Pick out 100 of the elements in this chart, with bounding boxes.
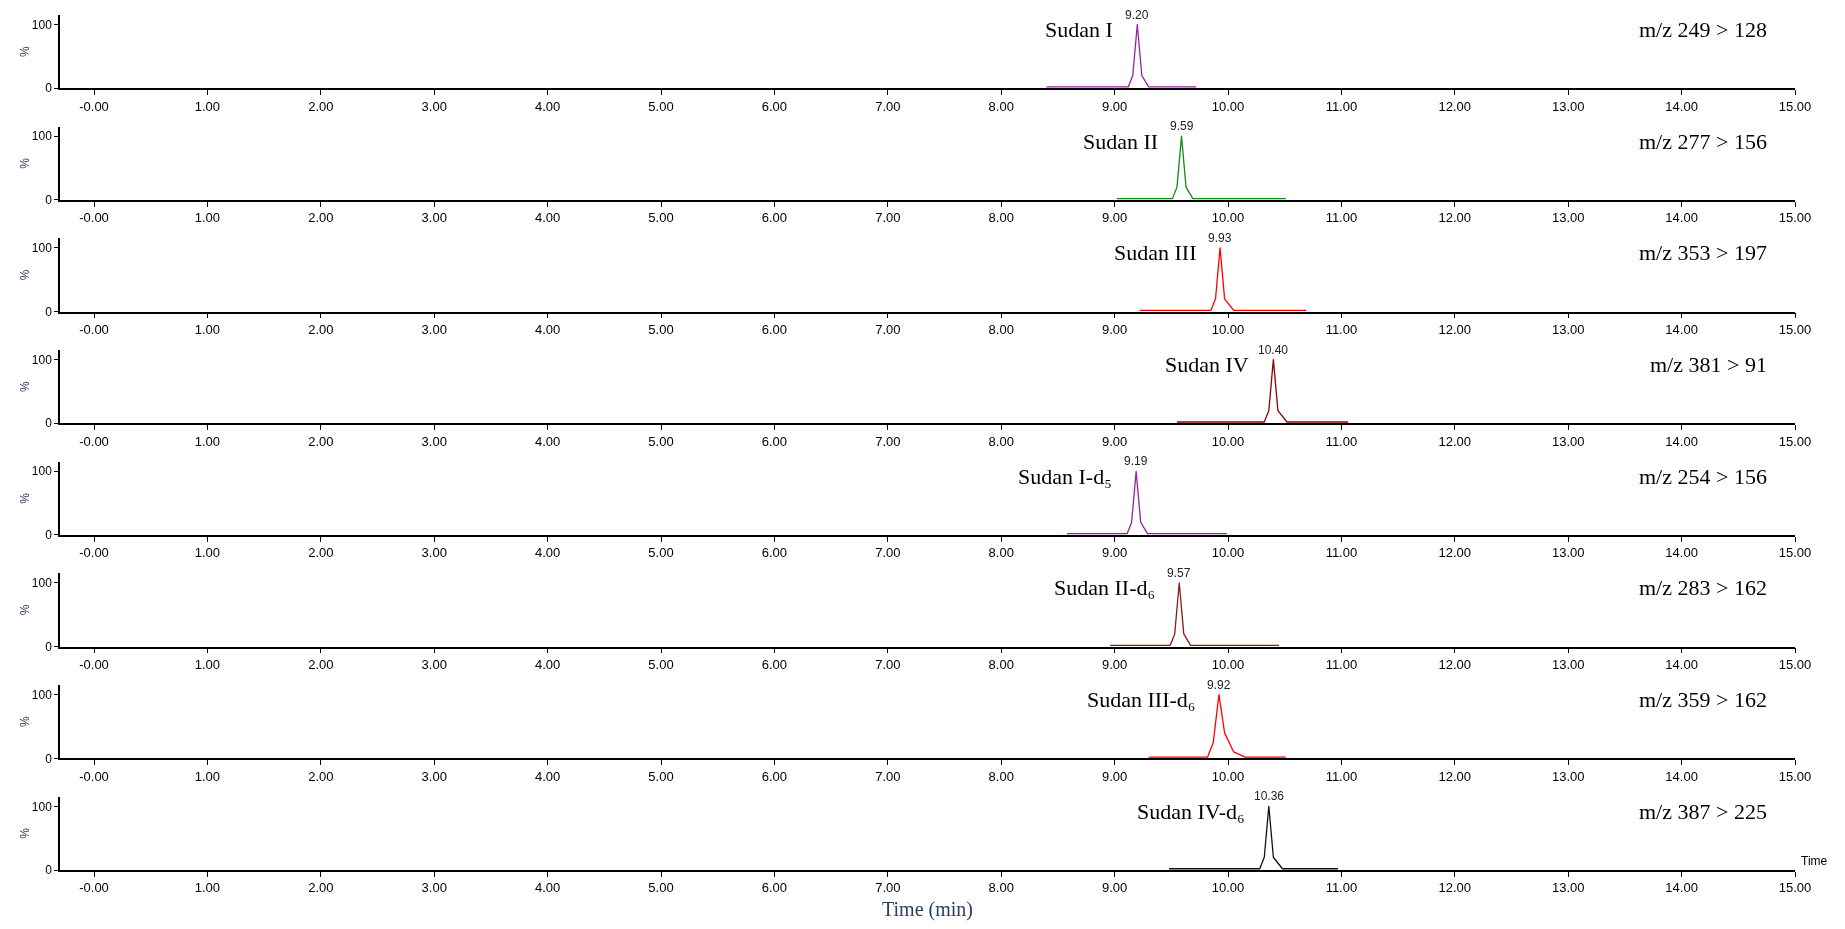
x-tick-label: 14.00	[1665, 210, 1698, 226]
x-tick-label: 7.00	[875, 98, 901, 114]
line-series	[1147, 694, 1287, 758]
x-tick-label: 2.00	[308, 433, 334, 449]
chart-subtitle: m/z 254 > 156	[1639, 464, 1767, 489]
y-tick-label: 0	[45, 193, 53, 208]
x-tick-label: 5.00	[648, 98, 674, 114]
x-tick-label: 3.00	[421, 656, 447, 672]
x-tick-label: -0.00	[79, 768, 109, 784]
x-tick-label: 3.00	[421, 768, 447, 784]
x-tick-label: 3.00	[421, 433, 447, 449]
x-tick-label: 1.00	[194, 880, 221, 896]
x-tick-label: 11.00	[1325, 321, 1358, 337]
x-tick-label: 15.00	[1778, 880, 1812, 896]
x-tick-label: -0.00	[79, 880, 109, 896]
y-axis-title: %	[17, 716, 32, 728]
x-tick-label: -0.00	[79, 545, 109, 561]
y-tick-label: 100	[31, 687, 53, 702]
x-tick-label: 14.00	[1665, 656, 1698, 672]
x-tick-label: 15.00	[1778, 433, 1812, 449]
chart-subtitle: m/z 277 > 156	[1639, 129, 1767, 154]
x-tick-label: 4.00	[534, 433, 561, 449]
x-tick-label: 12.00	[1438, 98, 1472, 114]
x-tick-label: 11.00	[1325, 98, 1358, 114]
y-axis-title: %	[17, 827, 32, 839]
x-tick-label: 14.00	[1665, 768, 1698, 784]
x-tick-label: 4.00	[534, 880, 561, 896]
x-tick-label: 13.00	[1551, 321, 1585, 337]
x-tick-label: 7.00	[875, 321, 901, 337]
chart-title: Sudan III-d₆	[1087, 687, 1196, 712]
y-tick-label: 100	[31, 352, 53, 367]
x-tick-label: 10.00	[1211, 880, 1245, 896]
x-tick-label: 1.00	[194, 98, 221, 114]
y-tick-label: 0	[45, 528, 53, 543]
x-tick-label: 13.00	[1551, 98, 1585, 114]
x-tick-label: 5.00	[648, 545, 674, 561]
x-tick-label: 6.00	[761, 656, 788, 672]
y-axis-title: %	[17, 492, 32, 504]
x-tick-label: 13.00	[1551, 545, 1585, 561]
chart-subtitle: m/z 249 > 128	[1639, 17, 1767, 42]
chart-title: Sudan IV-d₆	[1137, 799, 1245, 824]
chart-subtitle: m/z 387 > 225	[1639, 799, 1767, 824]
x-tick-label: 10.00	[1211, 210, 1245, 226]
x-tick-label: 14.00	[1665, 880, 1698, 896]
x-tick-label: 15.00	[1778, 321, 1812, 337]
x-tick-label: 6.00	[761, 545, 788, 561]
x-tick-label: 2.00	[308, 98, 334, 114]
x-tick-label: 15.00	[1778, 545, 1812, 561]
x-tick-label: 12.00	[1438, 321, 1472, 337]
x-tick-label: 9.00	[1101, 768, 1128, 784]
x-tick-label: 8.00	[988, 880, 1014, 896]
y-tick-label: 0	[45, 304, 53, 319]
y-tick-label: 0	[45, 751, 53, 766]
x-tick-label: 6.00	[761, 880, 788, 896]
x-tick-label: 7.00	[875, 880, 901, 896]
x-tick-label: 12.00	[1438, 210, 1472, 226]
x-tick-label: 13.00	[1551, 880, 1585, 896]
x-tick-label: 9.00	[1101, 545, 1128, 561]
x-tick-label: 14.00	[1665, 433, 1698, 449]
y-axis-title: %	[17, 269, 32, 281]
y-tick-label: 0	[45, 863, 53, 878]
x-tick-label: 5.00	[648, 321, 674, 337]
x-tick-label: 6.00	[761, 321, 788, 337]
x-tick-label: 4.00	[534, 98, 561, 114]
x-tick-label: 10.00	[1211, 98, 1245, 114]
x-tick-label: 12.00	[1438, 656, 1472, 672]
x-tick-label: 7.00	[875, 656, 901, 672]
x-tick-label: 12.00	[1438, 545, 1472, 561]
x-tick-label: -0.00	[79, 98, 109, 114]
x-tick-label: 12.00	[1438, 880, 1472, 896]
x-tick-label: -0.00	[79, 433, 109, 449]
x-tick-label: 11.00	[1325, 210, 1358, 226]
x-tick-label: 4.00	[534, 545, 561, 561]
x-tick-label: 15.00	[1778, 768, 1812, 784]
x-tick-label: 15.00	[1778, 98, 1812, 114]
x-tick-label: 8.00	[988, 656, 1014, 672]
x-tick-label: 1.00	[194, 210, 221, 226]
x-tick-label: 12.00	[1438, 768, 1472, 784]
y-tick-label: 0	[45, 639, 53, 654]
x-tick-label: 9.00	[1101, 880, 1128, 896]
x-axis-title: Time (min)	[882, 898, 973, 922]
x-tick-label: -0.00	[79, 210, 109, 226]
x-tick-label: 2.00	[308, 656, 334, 672]
x-tick-label: 1.00	[194, 433, 221, 449]
x-tick-label: 13.00	[1551, 656, 1585, 672]
annotation: 10.40	[1258, 343, 1289, 357]
chart-subtitle: m/z 381 > 91	[1650, 352, 1767, 377]
chart-title: Sudan I	[1045, 17, 1113, 42]
y-tick-label: 100	[31, 799, 53, 814]
x-tick-label: 14.00	[1665, 98, 1698, 114]
chart-subtitle: m/z 359 > 162	[1639, 687, 1767, 712]
x-tick-label: 11.00	[1325, 880, 1358, 896]
annotation: 10.36	[1254, 789, 1285, 803]
x-tick-label: 7.00	[875, 545, 901, 561]
y-axis-title: %	[17, 157, 32, 169]
x-tick-label: 7.00	[875, 210, 901, 226]
chart-subtitle: m/z 353 > 197	[1639, 240, 1767, 265]
x-tick-label: 3.00	[421, 210, 447, 226]
x-tick-label: 1.00	[194, 768, 221, 784]
x-tick-label: 10.00	[1211, 656, 1245, 672]
